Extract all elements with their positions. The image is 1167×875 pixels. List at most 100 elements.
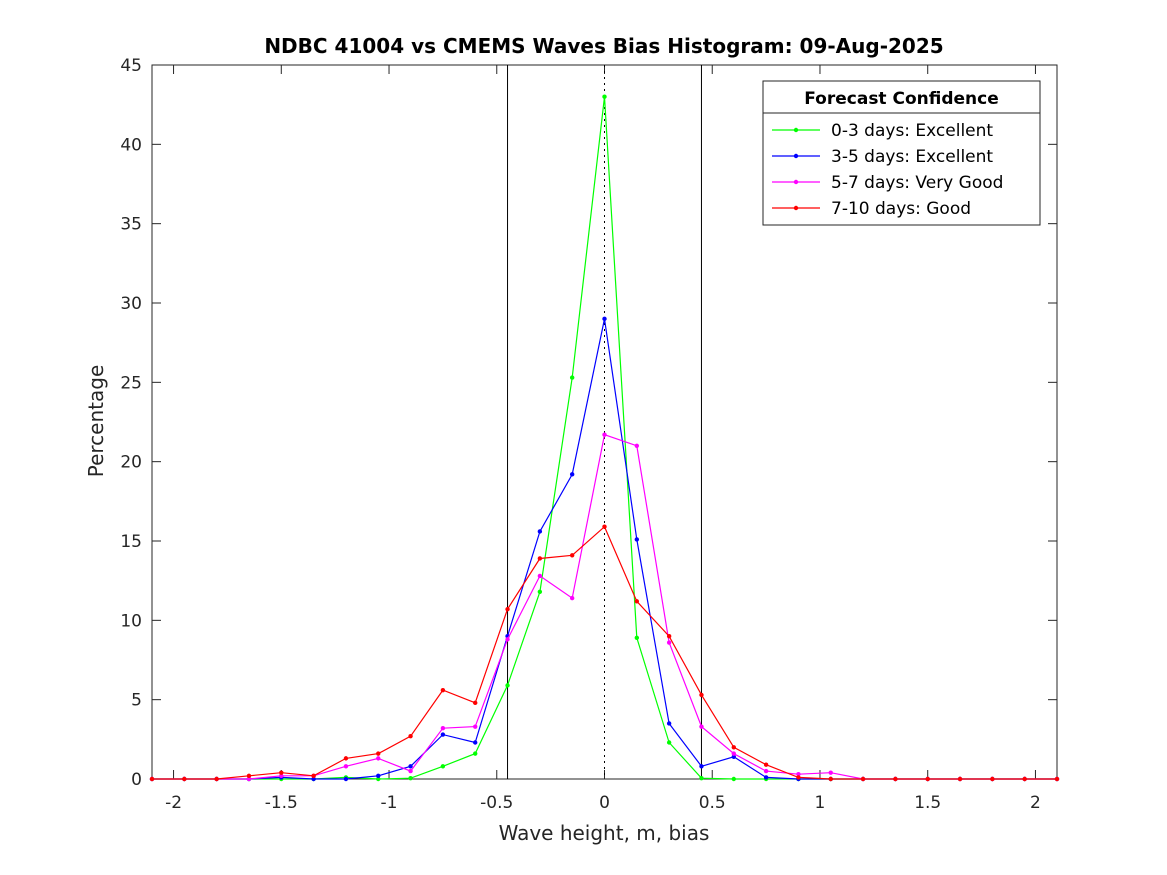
x-tick-label: 0 xyxy=(599,793,610,813)
data-point xyxy=(569,553,575,558)
data-point xyxy=(602,524,607,529)
data-point xyxy=(731,751,736,756)
series-4 xyxy=(149,524,1060,782)
y-tick-label: 5 xyxy=(131,691,142,711)
data-point xyxy=(343,764,349,769)
data-point xyxy=(408,764,413,769)
y-tick-label: 10 xyxy=(120,611,142,631)
x-axis-label: Wave height, m, bias xyxy=(499,821,710,845)
x-tick-label: -1 xyxy=(381,793,398,813)
data-point xyxy=(537,589,543,594)
data-point xyxy=(634,443,640,448)
data-point xyxy=(279,773,284,779)
data-point xyxy=(763,762,769,767)
data-point xyxy=(731,754,736,759)
data-point xyxy=(602,316,607,322)
legend-swatch-marker xyxy=(793,153,799,159)
legend-entry-label: 5-7 days: Very Good xyxy=(831,173,1003,193)
y-tick-label: 20 xyxy=(120,453,142,473)
data-point xyxy=(893,776,898,782)
data-point xyxy=(634,599,640,604)
legend-entry-label: 3-5 days: Excellent xyxy=(831,147,993,167)
reference-lines xyxy=(507,65,702,779)
legend: Forecast Confidence 0-3 days: Excellent 3-… xyxy=(762,80,1041,226)
data-point xyxy=(796,775,801,780)
data-point xyxy=(1022,776,1027,782)
data-point xyxy=(343,756,349,761)
y-tick-label: 0 xyxy=(131,770,142,790)
data-point xyxy=(440,764,446,769)
data-point xyxy=(376,751,381,756)
legend-box xyxy=(762,80,1041,226)
y-tick-label: 25 xyxy=(120,373,142,393)
data-point xyxy=(473,700,478,706)
legend-swatch-marker xyxy=(793,127,799,133)
series-layer xyxy=(149,94,1060,782)
data-point xyxy=(828,770,833,775)
data-point xyxy=(828,776,833,782)
data-point xyxy=(925,776,930,782)
legend-entry-label: 0-3 days: Excellent xyxy=(831,121,993,141)
data-point xyxy=(246,776,252,782)
x-tick-label: 0.5 xyxy=(699,793,726,813)
data-point xyxy=(537,529,543,534)
data-point xyxy=(699,724,704,729)
data-point xyxy=(505,607,510,612)
y-tick-label: 40 xyxy=(120,135,142,155)
legend-swatch-marker xyxy=(793,205,799,211)
data-point xyxy=(634,635,640,640)
data-point xyxy=(311,773,316,779)
legend-title: Forecast Confidence xyxy=(804,89,999,109)
y-tick-label: 30 xyxy=(120,294,142,314)
data-point xyxy=(990,776,995,782)
y-tick-label: 45 xyxy=(120,56,142,76)
data-point xyxy=(408,733,413,739)
y-axis-label: Percentage xyxy=(84,365,108,478)
data-point xyxy=(343,776,349,782)
data-point xyxy=(537,556,543,561)
data-point xyxy=(376,773,381,779)
data-point xyxy=(246,773,252,779)
data-point xyxy=(214,776,219,782)
data-point xyxy=(440,732,446,737)
data-point xyxy=(182,776,187,782)
x-tick-label: -1.5 xyxy=(265,793,298,813)
y-tick-label: 35 xyxy=(120,215,142,235)
data-point xyxy=(505,637,510,642)
data-point xyxy=(699,776,704,781)
data-point xyxy=(569,595,575,601)
data-point xyxy=(408,768,413,774)
data-point xyxy=(666,721,672,726)
data-point xyxy=(699,692,704,698)
chart-title: NDBC 41004 vs CMEMS Waves Bias Histogram… xyxy=(264,34,943,58)
legend-entry-label: 7-10 days: Good xyxy=(831,199,971,219)
data-point xyxy=(376,776,381,782)
y-tick-label: 15 xyxy=(120,532,142,552)
data-point xyxy=(860,776,866,782)
data-point xyxy=(699,764,704,769)
legend-swatch-marker xyxy=(793,179,799,185)
data-point xyxy=(666,634,672,639)
data-point xyxy=(473,751,478,756)
data-point xyxy=(731,776,736,782)
data-point xyxy=(440,687,446,693)
data-point xyxy=(440,726,446,731)
x-tick-label: -0.5 xyxy=(480,793,513,813)
data-point xyxy=(473,740,478,745)
data-point xyxy=(634,537,640,542)
data-point xyxy=(763,768,769,774)
data-point xyxy=(149,776,155,782)
data-point xyxy=(569,375,575,380)
data-point xyxy=(376,756,381,761)
data-point xyxy=(957,776,963,782)
data-point xyxy=(1054,776,1060,782)
data-point xyxy=(666,740,672,745)
data-point xyxy=(731,745,736,750)
x-tick-label: -2 xyxy=(165,793,182,813)
data-point xyxy=(666,640,672,645)
data-point xyxy=(473,724,478,729)
x-tick-label: 1.5 xyxy=(914,793,941,813)
data-point xyxy=(796,772,801,777)
